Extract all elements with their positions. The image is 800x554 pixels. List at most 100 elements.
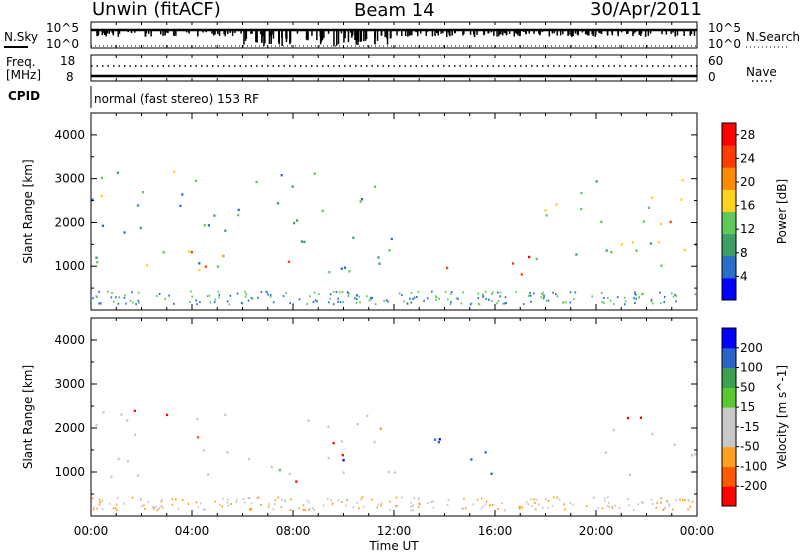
noise-spike bbox=[231, 30, 234, 36]
echo-pixel bbox=[126, 460, 129, 463]
noise-spike bbox=[150, 30, 152, 37]
noise-pixel bbox=[611, 505, 614, 508]
noise-spike bbox=[516, 30, 518, 33]
noise-spike bbox=[611, 30, 614, 36]
noise-pixel bbox=[327, 301, 330, 304]
noise-pixel bbox=[604, 497, 606, 500]
noise-spike bbox=[364, 30, 367, 41]
noise-pixel bbox=[360, 498, 363, 501]
noise-spike bbox=[498, 30, 501, 35]
echo-pixel bbox=[216, 265, 219, 268]
echo-pixel bbox=[620, 243, 623, 246]
echo-pixel bbox=[342, 459, 345, 462]
noise-pixel bbox=[195, 501, 198, 504]
noise-pixel bbox=[477, 297, 480, 300]
noise-pixel bbox=[552, 291, 554, 294]
noise-pixel bbox=[123, 296, 126, 299]
noise-pixel bbox=[155, 506, 157, 508]
x-tick-label: 08:00 bbox=[276, 524, 311, 538]
noise-spike bbox=[502, 30, 504, 36]
noise-pixel bbox=[410, 505, 412, 508]
noise-pixel bbox=[308, 501, 310, 504]
noise-pixel bbox=[455, 297, 458, 300]
noise-spike bbox=[649, 30, 652, 34]
noise-pixel bbox=[480, 497, 483, 500]
noise-pixel bbox=[285, 292, 287, 295]
noise-pixel bbox=[623, 303, 626, 306]
noise-pixel bbox=[638, 296, 640, 299]
noise-pixel bbox=[260, 504, 262, 506]
cpid-label: CPID bbox=[8, 89, 41, 103]
noise-spike bbox=[97, 30, 99, 36]
noise-pixel bbox=[156, 295, 158, 297]
noise-spike bbox=[676, 30, 679, 36]
noise-pixel bbox=[410, 509, 413, 512]
noise-pixel bbox=[281, 498, 283, 501]
noise-spike bbox=[224, 30, 226, 37]
noise-spike bbox=[320, 30, 323, 42]
noise-spike bbox=[148, 30, 150, 34]
freq-left-tick-bottom: 8 bbox=[66, 70, 74, 84]
colorbar-tick-label: 100 bbox=[740, 361, 763, 375]
noise-spike bbox=[638, 30, 641, 35]
noise-pixel bbox=[527, 294, 530, 297]
noise-spike bbox=[296, 30, 299, 34]
noise-pixel bbox=[627, 498, 629, 500]
echo-pixel bbox=[102, 411, 105, 414]
colorbar-segment bbox=[722, 426, 736, 448]
noise-spike bbox=[599, 30, 601, 34]
noise-spike bbox=[476, 30, 478, 35]
noise-spike bbox=[218, 30, 221, 36]
echo-pixel bbox=[528, 255, 531, 259]
echo-pixel bbox=[190, 251, 193, 254]
noise-pixel bbox=[541, 293, 543, 296]
echo-pixel bbox=[660, 264, 663, 267]
noise-pixel bbox=[624, 300, 627, 303]
noise-panel bbox=[4, 28, 790, 48]
noise-pixel bbox=[214, 298, 217, 301]
noise-spike bbox=[264, 30, 266, 44]
noise-spike bbox=[448, 30, 450, 35]
noise-spike bbox=[632, 30, 634, 37]
noise-spike bbox=[581, 30, 584, 33]
noise-pixel bbox=[413, 296, 416, 299]
noise-spike bbox=[463, 30, 465, 34]
noise-spike bbox=[185, 30, 188, 33]
noise-pixel bbox=[537, 503, 540, 506]
noise-pixel bbox=[248, 507, 251, 510]
echo-pixel bbox=[387, 470, 390, 474]
freq-panel bbox=[91, 65, 772, 82]
noise-spike bbox=[503, 30, 506, 33]
noise-pixel bbox=[604, 500, 606, 503]
noise-pixel bbox=[403, 300, 405, 303]
noise-pixel bbox=[447, 298, 449, 301]
noise-pixel bbox=[312, 301, 315, 304]
noise-pixel bbox=[99, 302, 102, 305]
x-tick-label: 00:00 bbox=[74, 524, 109, 538]
echo-pixel bbox=[226, 451, 229, 454]
noise-spike bbox=[347, 30, 350, 43]
noise-pixel bbox=[634, 291, 636, 294]
noise-spike bbox=[674, 30, 676, 37]
noise-pixel bbox=[533, 498, 535, 501]
echo-pixel bbox=[255, 180, 258, 184]
noise-pixel bbox=[218, 296, 220, 299]
noise-spike bbox=[508, 30, 511, 34]
echo-pixel bbox=[438, 438, 441, 441]
noise-spike bbox=[473, 30, 475, 35]
echo-pixel bbox=[197, 436, 200, 439]
noise-spike bbox=[513, 30, 515, 37]
noise-pixel bbox=[330, 499, 332, 501]
y-axis-label: Slant Range [km] bbox=[21, 365, 35, 469]
noise-spike bbox=[488, 30, 490, 34]
echo-pixel bbox=[691, 454, 694, 457]
noise-spike bbox=[409, 30, 411, 36]
echo-pixel bbox=[348, 270, 351, 273]
echo-pixel bbox=[680, 198, 683, 201]
noise-spike bbox=[493, 30, 495, 36]
noise-pixel bbox=[435, 299, 437, 302]
echo-pixel bbox=[307, 419, 310, 422]
noise-pixel bbox=[380, 502, 383, 505]
noise-pixel bbox=[168, 294, 170, 297]
noise-spike bbox=[498, 30, 500, 37]
